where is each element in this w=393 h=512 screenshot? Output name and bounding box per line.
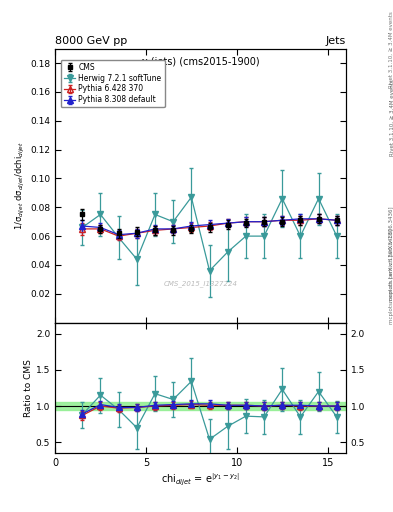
Legend: CMS, Herwig 7.2.1 softTune, Pythia 6.428 370, Pythia 8.308 default: CMS, Herwig 7.2.1 softTune, Pythia 6.428… xyxy=(61,59,165,108)
Text: mcplots.cern.ch [arXiv:1306.3436]: mcplots.cern.ch [arXiv:1306.3436] xyxy=(389,206,393,302)
Text: Rivet 3.1.10, ≥ 3.4M events: Rivet 3.1.10, ≥ 3.4M events xyxy=(389,79,393,156)
Y-axis label: Ratio to CMS: Ratio to CMS xyxy=(24,359,33,417)
Text: mcplots.cern.ch [arXiv:1306.3436]: mcplots.cern.ch [arXiv:1306.3436] xyxy=(389,229,393,324)
Bar xyxy=(55,402,346,410)
Text: Rivet 3.1.10, ≥ 3.4M events: Rivet 3.1.10, ≥ 3.4M events xyxy=(389,11,393,88)
Text: Jets: Jets xyxy=(325,36,346,46)
Text: 8000 GeV pp: 8000 GeV pp xyxy=(55,36,127,46)
Text: χ (jets) (cms2015-1900): χ (jets) (cms2015-1900) xyxy=(141,57,259,67)
Y-axis label: 1/σ$_{dijet}$ dσ$_{dijet}$/dchi$_{dijet}$: 1/σ$_{dijet}$ dσ$_{dijet}$/dchi$_{dijet}… xyxy=(14,141,27,230)
Text: CMS_2015_I1327224: CMS_2015_I1327224 xyxy=(163,280,237,287)
X-axis label: chi$_{dijet}$ = e$^{|y_1 - y_2|}$: chi$_{dijet}$ = e$^{|y_1 - y_2|}$ xyxy=(161,472,240,488)
